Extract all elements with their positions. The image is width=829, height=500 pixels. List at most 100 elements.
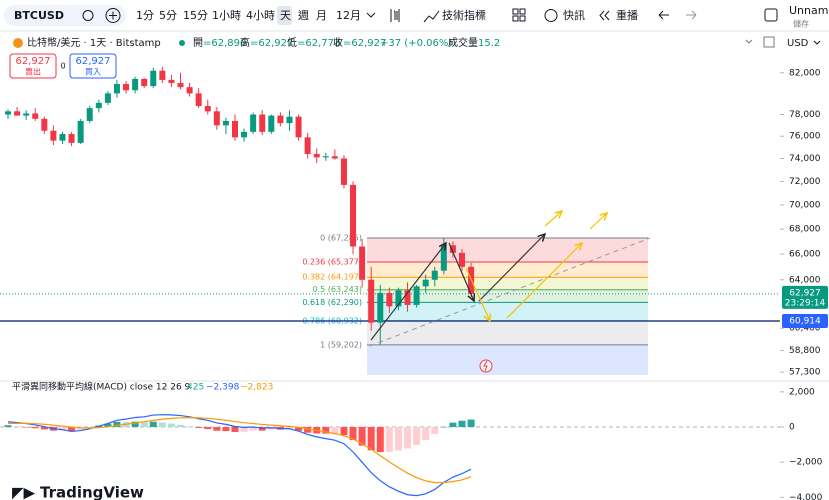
alert-button[interactable]: 快訊 <box>563 8 585 22</box>
histogram-bar <box>431 427 439 434</box>
symbol-icon[interactable] <box>82 10 94 21</box>
candle-body <box>68 134 75 143</box>
candle-body <box>186 87 193 94</box>
sell-price[interactable]: 62,927 <box>16 56 51 67</box>
y-tick-label: 68,000 <box>789 225 821 235</box>
layout-checkbox[interactable] <box>764 8 778 22</box>
histogram-bar <box>195 427 203 428</box>
fib-label: 0.236 (65,377) <box>302 257 362 266</box>
macd-readout: 425 <box>187 383 204 393</box>
fib-label: 0.5 (63,243) <box>313 285 363 294</box>
arrow-yellow-small-2 <box>589 213 607 230</box>
interval-button[interactable]: 12月 <box>336 9 361 22</box>
interval-button[interactable]: 月 <box>316 9 327 22</box>
watermark: TradingView <box>40 484 144 500</box>
histogram-bar <box>186 426 194 428</box>
macd-pane: 2,000 0 −2,000 −4,000 <box>780 387 823 500</box>
y-tick-label: 72,000 <box>789 177 821 187</box>
main-pane: 0 (67,285) 0.236 (65,377) 0.382 (64,197) 0.… <box>0 66 780 375</box>
currency-dropdown[interactable] <box>813 40 821 45</box>
currency[interactable]: USD <box>787 38 809 49</box>
save-label[interactable]: 儲存 <box>793 19 809 29</box>
candle-body <box>350 184 357 247</box>
buy-button[interactable] <box>69 53 117 79</box>
histogram-bar <box>322 427 330 434</box>
replay-button[interactable]: 重播 <box>616 8 638 22</box>
candle-body <box>304 137 311 155</box>
candle-body <box>404 290 411 305</box>
y-tick-label: 57,300 <box>789 368 821 378</box>
histogram-bar <box>267 427 275 430</box>
interval-button[interactable]: 週 <box>298 8 309 22</box>
watermark-logo: ◤▶ <box>12 484 36 500</box>
histogram-bar <box>340 427 348 436</box>
fib-label: 0.618 (62,290) <box>302 298 362 307</box>
signal-line <box>7 417 472 484</box>
histogram-bar <box>376 427 384 453</box>
buy-price[interactable]: 62,927 <box>76 56 111 67</box>
histogram-bar <box>222 427 230 432</box>
layout-name[interactable]: Unnamed <box>789 4 829 17</box>
candle-body <box>322 156 329 158</box>
candle-body <box>168 79 175 84</box>
histogram-bar <box>86 427 94 428</box>
candle-body <box>431 270 438 280</box>
collapse-legend[interactable] <box>745 39 753 44</box>
legend-symbol: 比特幣/美元 · 1天 · Bitstamp <box>27 36 161 49</box>
fib-band <box>367 302 648 321</box>
replay-icon[interactable] <box>599 10 610 21</box>
histogram-bar <box>140 422 148 428</box>
candle-body <box>413 286 420 305</box>
interval-button[interactable]: 5分 <box>159 9 177 22</box>
macd-plot <box>0 414 780 497</box>
symbol[interactable]: BTCUSD <box>14 9 64 22</box>
candle-body <box>23 113 30 116</box>
sell-label[interactable]: 賣出 <box>25 67 41 77</box>
interval-button[interactable]: 4小時 <box>246 9 275 22</box>
interval-button[interactable]: 1小時 <box>212 9 241 22</box>
redo-button[interactable] <box>686 10 697 20</box>
candle-body <box>395 290 402 307</box>
fib-band <box>367 289 648 303</box>
interval-button[interactable]: 15分 <box>183 9 208 22</box>
y-tick-label: 70,000 <box>789 200 821 210</box>
histogram-bar <box>449 422 457 428</box>
arrow-up-2 <box>478 234 545 302</box>
candle-body <box>141 78 148 87</box>
buy-label[interactable]: 買入 <box>85 68 101 77</box>
histogram-bar <box>385 427 393 452</box>
interval-active-bg <box>277 6 292 25</box>
interval-button[interactable]: 1分 <box>136 9 154 22</box>
candle-body <box>386 292 393 307</box>
fib-label: 1 (59,202) <box>320 340 362 349</box>
interval-button[interactable]: 天 <box>280 9 291 22</box>
indicators-button[interactable]: 技術指標 <box>442 8 486 22</box>
indicators-icon[interactable] <box>423 10 440 23</box>
undo-button[interactable] <box>658 10 669 20</box>
chart-type-button[interactable] <box>390 9 400 22</box>
interval-dropdown[interactable] <box>366 12 376 18</box>
compare-button[interactable] <box>105 8 121 23</box>
legend-ohlc-value: =62,773 <box>297 38 340 49</box>
histogram-bar <box>113 421 121 428</box>
histogram-bar <box>467 419 475 428</box>
candle-body <box>5 111 11 115</box>
alert-icon[interactable] <box>544 9 558 22</box>
candle-body <box>459 252 465 267</box>
histogram-bar <box>213 427 221 431</box>
pane-maximize[interactable] <box>763 36 775 48</box>
y-tick-label: 60,400 <box>789 324 821 334</box>
legend-ohlc-label: 低 <box>287 36 297 49</box>
candle-body <box>368 279 375 323</box>
layout-icon[interactable] <box>512 8 526 22</box>
candle-body <box>132 78 139 91</box>
candle-body <box>222 120 229 126</box>
sell-button[interactable] <box>9 53 57 79</box>
y-tick-label: 82,000 <box>789 68 821 78</box>
candle-body <box>59 134 66 141</box>
symbol-search[interactable] <box>4 5 126 26</box>
